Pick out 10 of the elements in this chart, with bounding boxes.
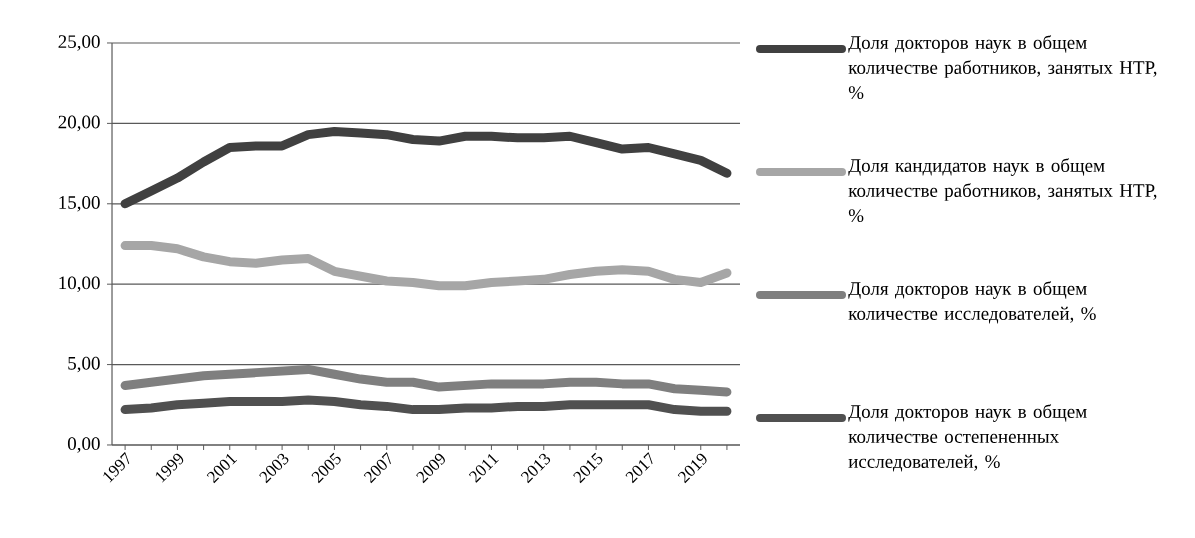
- y-tick-label: 0,00: [67, 437, 100, 453]
- legend-label: Доля кандидатов наук в общем количестве работников, занятых НТР, %: [848, 158, 1157, 223]
- y-tick-label: 20,00: [58, 115, 100, 132]
- y-tick-label: 15,00: [59, 196, 100, 212]
- legend-label: Доля докторов наук в общем количестве работников, занятых НТР, %: [848, 35, 1157, 100]
- y-tick-label: 10,00: [59, 276, 100, 292]
- y-tick-label: 25,00: [58, 35, 100, 51]
- y-tick-label: 5,00: [68, 356, 100, 373]
- legend-label: Доля докторов наук в общем количестве исследователей, %: [848, 281, 1096, 324]
- legend-label: Доля докторов наук в общем количестве остепененных исследователей, %: [848, 404, 1087, 472]
